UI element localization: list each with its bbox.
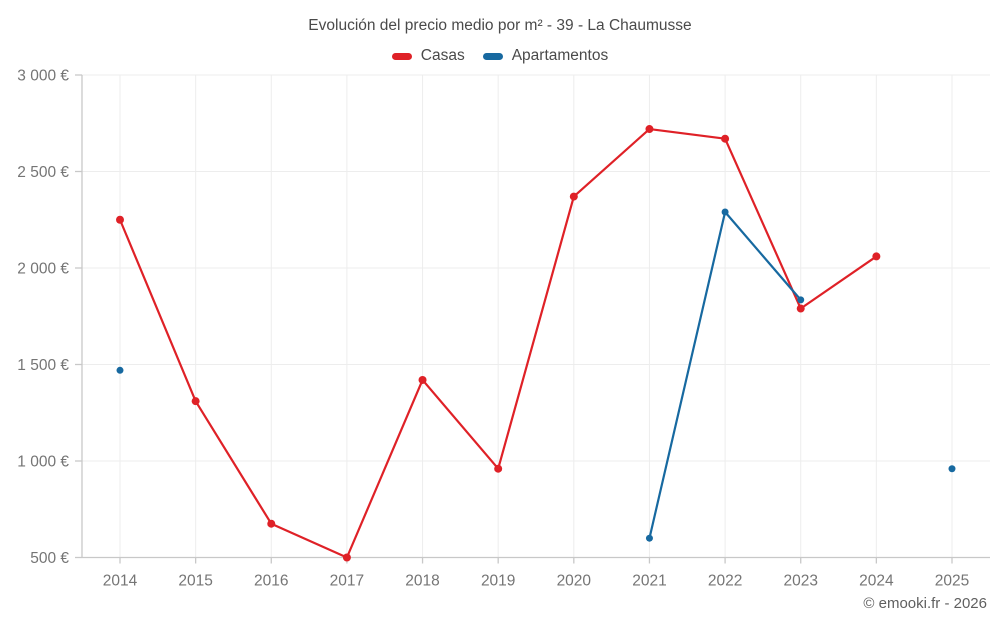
x-tick-label: 2018	[405, 573, 439, 590]
point-casas-2021[interactable]	[645, 125, 654, 134]
point-apartamentos-2021[interactable]	[645, 534, 653, 542]
point-casas-2019[interactable]	[494, 464, 503, 473]
point-casas-2020[interactable]	[569, 192, 578, 201]
point-casas-2022[interactable]	[721, 134, 730, 143]
point-casas-2018[interactable]	[418, 375, 427, 384]
chart-legend: Casas Apartamentos	[0, 47, 1000, 65]
casas-series-swatch-icon	[391, 52, 412, 60]
x-tick-label: 2025	[935, 573, 969, 590]
point-apartamentos-2025[interactable]	[948, 465, 956, 473]
legend-item-casas[interactable]: Casas	[391, 47, 465, 65]
gridlines	[82, 74, 990, 558]
legend-label-apartamentos: Apartamentos	[511, 47, 609, 64]
point-casas-2017[interactable]	[342, 553, 351, 562]
y-tick-label: 500 €	[30, 550, 69, 567]
point-casas-2015[interactable]	[191, 397, 200, 406]
legend-label-casas: Casas	[420, 47, 465, 64]
x-tick-label: 2014	[103, 573, 138, 590]
x-tick-label: 2019	[481, 573, 515, 590]
point-apartamentos-2014[interactable]	[116, 366, 124, 374]
x-tick-label: 2022	[708, 573, 742, 590]
x-tick-label: 2023	[783, 573, 817, 590]
y-tick-label: 1 500 €	[17, 357, 69, 374]
x-tick-label: 2017	[330, 573, 364, 590]
point-apartamentos-2023[interactable]	[797, 296, 805, 304]
x-axis-labels: 2014 2015 2016 2017 2018 2019 2020 2021 2022 2023…	[103, 573, 969, 590]
y-tick-label: 2 500 €	[17, 164, 69, 181]
x-tick-label: 2020	[557, 573, 592, 590]
series-casas	[116, 125, 881, 562]
x-tick-label: 2024	[859, 573, 894, 590]
point-casas-2024[interactable]	[872, 252, 881, 261]
legend-item-apartamentos[interactable]: Apartamentos	[482, 47, 609, 65]
copyright-text: © emooki.fr - 2026	[863, 595, 987, 612]
point-casas-2023[interactable]	[796, 304, 805, 313]
apartamentos-series-swatch-icon	[482, 52, 503, 60]
y-tick-label: 2 000 €	[17, 261, 69, 278]
point-apartamentos-2022[interactable]	[721, 208, 729, 216]
point-casas-2016[interactable]	[267, 519, 276, 528]
x-tick-label: 2016	[254, 573, 288, 590]
y-axis-labels: 500 € 1 000 € 1 500 € 2 000 € 2 500 € 3 000 €	[17, 68, 69, 568]
x-tick-label: 2015	[178, 573, 212, 590]
y-tick-label: 1 000 €	[17, 454, 69, 471]
chart-title: Evolución del precio medio por m² - 39 -…	[308, 17, 692, 34]
x-tick-label: 2021	[632, 573, 666, 590]
axes	[75, 74, 990, 564]
y-tick-label: 3 000 €	[17, 68, 69, 85]
series-apartamentos	[116, 208, 956, 542]
point-casas-2014[interactable]	[116, 215, 124, 224]
